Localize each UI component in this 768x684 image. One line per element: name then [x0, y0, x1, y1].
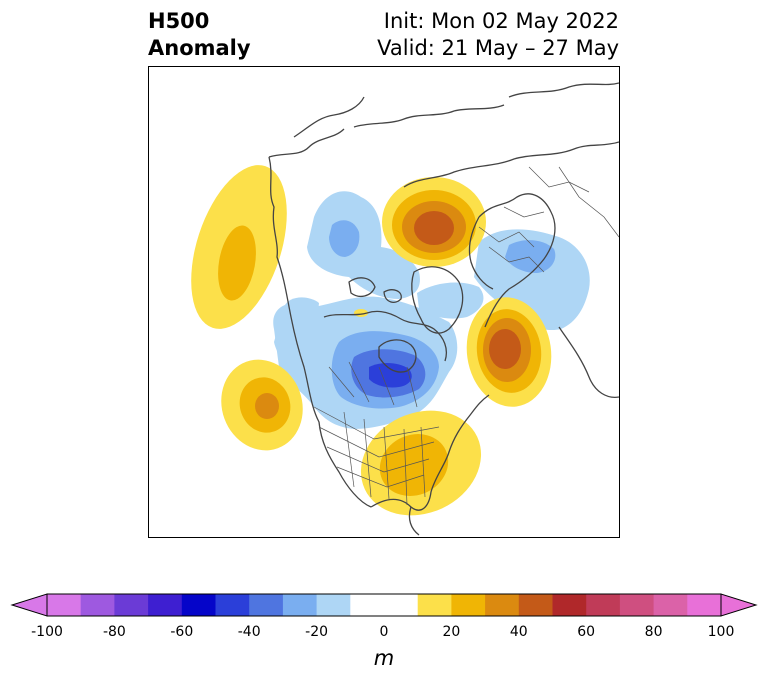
- colorbar-bin: [114, 594, 149, 616]
- map-canvas: [149, 67, 619, 537]
- colorbar-bin: [148, 594, 183, 616]
- colorbar-tick-label: 100: [707, 624, 735, 640]
- colorbar-tick-label: -80: [102, 624, 126, 640]
- title-line-variable: H500: [148, 9, 210, 33]
- colorbar-tick-label: -100: [31, 624, 63, 640]
- negative-anomaly-atlantic-link: [417, 282, 484, 319]
- colorbar-bin: [485, 594, 520, 616]
- colorbar-extend-low: [10, 593, 48, 617]
- anomaly-map: [148, 66, 620, 538]
- colorbar-bin: [316, 594, 351, 616]
- colorbar-bin: [350, 594, 385, 616]
- forecast-dates: Init: Mon 02 May 2022 Valid: 21 May – 27…: [377, 8, 619, 62]
- negative-anomaly-pacific-arm: [274, 297, 319, 366]
- colorbar-tick-label: -20: [305, 624, 329, 640]
- colorbar-tick-label: 40: [509, 624, 528, 640]
- positive-anomaly-alaska-core: [218, 225, 256, 301]
- colorbar-bin: [249, 594, 284, 616]
- colorbar-bin: [653, 594, 688, 616]
- political-borders: [313, 166, 619, 506]
- positive-anomaly-europe-core: [414, 211, 454, 245]
- colorbar-bin: [586, 594, 621, 616]
- colorbar-bin: [384, 594, 419, 616]
- colorbar-bin: [417, 594, 452, 616]
- colorbar-bin: [552, 594, 587, 616]
- negative-anomaly-arctic: [307, 191, 420, 299]
- positive-anomaly-east-us-core: [379, 434, 449, 496]
- colorbar-bin: [47, 594, 82, 616]
- negative-anomaly-arctic-moderate: [329, 220, 360, 257]
- colorbar-bin: [80, 594, 115, 616]
- colorbar-frame: [46, 593, 722, 617]
- colorbar-bin: [181, 594, 216, 616]
- colorbar-tick-label: 80: [644, 624, 663, 640]
- colorbar-unit-label: m: [373, 646, 395, 670]
- anomaly-shading: [191, 165, 590, 516]
- colorbar-tick-label: -60: [170, 624, 194, 640]
- colorbar-tick-label: 0: [379, 624, 389, 640]
- valid-range: Valid: 21 May – 27 May: [377, 36, 619, 60]
- init-date: Init: Mon 02 May 2022: [383, 9, 619, 33]
- colorbar-bin: [518, 594, 553, 616]
- map-title: H500 Anomaly: [148, 8, 251, 62]
- colorbar-bin: [282, 594, 318, 616]
- colorbar-segments: [10, 593, 758, 617]
- colorbar-tick-label: 60: [577, 624, 596, 640]
- negative-anomaly-eurasia-moderate: [505, 240, 556, 273]
- colorbar-tick-label: -40: [237, 624, 261, 640]
- colorbar-extend-high: [720, 593, 758, 617]
- colorbar-bin: [619, 594, 655, 616]
- positive-anomaly-pacific-core: [255, 393, 279, 419]
- colorbar-bin: [451, 594, 486, 616]
- positive-anomaly-atlantic-core: [489, 329, 521, 369]
- colorbar-bin: [215, 594, 250, 616]
- colorbar-bin: [687, 594, 722, 616]
- title-line-field: Anomaly: [148, 36, 251, 60]
- coastlines: [268, 82, 619, 536]
- colorbar: [10, 593, 758, 617]
- colorbar-tick-label: 20: [442, 624, 461, 640]
